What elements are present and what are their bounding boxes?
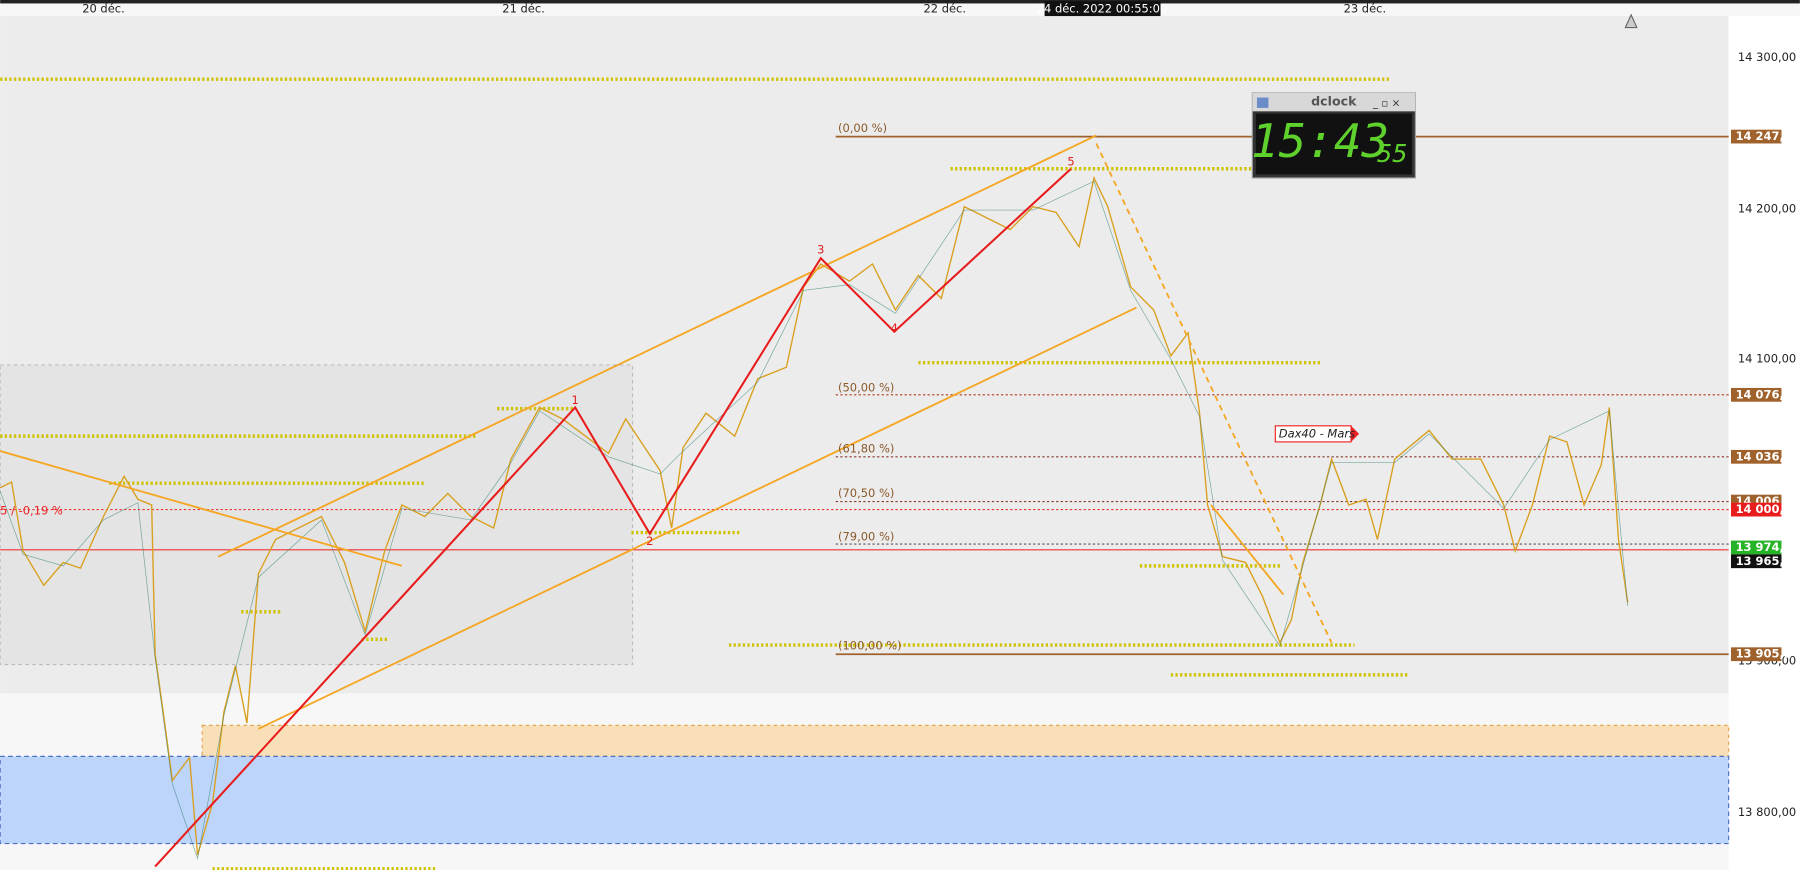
left-note: 5 / -0,19 % (0, 503, 63, 517)
price-tag-bg (1730, 129, 1782, 144)
date-label: 21 déc. (502, 2, 545, 16)
annotation-text: Dax40 - Mars (1279, 426, 1355, 440)
top-bar (0, 0, 1800, 4)
dclock-time: 15:43 (1251, 114, 1389, 168)
fib-label: (100,00 %) (838, 639, 902, 653)
price-tag: 14 000,5 (1736, 502, 1792, 516)
cursor-date-bg (1044, 1, 1161, 17)
cursor-date: 24 déc. 2022 00:55:00 (1037, 2, 1168, 16)
fib-label: (70,50 %) (838, 486, 894, 500)
yellow-levels (0, 77, 1410, 870)
price-tag-bg (1730, 387, 1782, 402)
price-trace-shadow (0, 180, 1629, 860)
price-tag: 14 076,4 (1736, 387, 1792, 401)
date-label: 22 déc. (923, 2, 966, 16)
date-label: 23 déc. (1344, 2, 1387, 16)
fib-label: (79,00 %) (838, 530, 894, 544)
annotation-flag: Dax40 - Mars (1274, 425, 1360, 443)
price-tag: 13 965,0 (1736, 554, 1792, 568)
scroll-marker (1624, 13, 1638, 29)
price-label: 14 100,00 (1738, 352, 1796, 366)
dclock-window: dclock _ ▫ × 15:43 55 (1251, 92, 1416, 179)
price-tag-bg (1730, 502, 1782, 517)
elliott-waves (154, 167, 1072, 868)
labels: 20 déc. 21 déc. 22 déc. 23 déc. 24 déc. 2022… (82, 1, 1796, 819)
price-label: 13 800,00 (1738, 805, 1796, 819)
window-buttons: _ ▫ × (1372, 97, 1400, 109)
wave-label: 2 (646, 534, 653, 548)
dclock-seconds: 55 (1377, 139, 1407, 168)
wave-label: 5 (1067, 154, 1074, 168)
price-tag-bg (1730, 647, 1782, 662)
wave-label: 1 (572, 393, 579, 407)
orange-trendlines (0, 134, 1333, 730)
orange-zone (201, 724, 1730, 757)
wave-label: 3 (817, 243, 824, 257)
range-box (0, 364, 634, 666)
price-label: 14 200,00 (1738, 201, 1796, 215)
fib-label: (61,80 %) (838, 441, 894, 455)
price-label: 14 300,00 (1738, 50, 1796, 64)
price-tag: 14 247,7 (1736, 129, 1792, 143)
price-axis-panel (1728, 16, 1800, 870)
blue-zone (0, 755, 1730, 845)
price-tag: 14 036,0 (1736, 449, 1792, 463)
price-tag-bg (1730, 449, 1782, 464)
fib-label: (50,00 %) (838, 380, 894, 394)
date-label: 20 déc. (82, 2, 125, 16)
price-tag: 13 905,2 (1736, 647, 1792, 661)
price-tag-bg (1730, 554, 1782, 569)
wave-label: 4 (891, 321, 898, 335)
fib-label: (0,00 %) (838, 121, 887, 135)
price-tag: 13 974,0 (1736, 540, 1792, 554)
price-tag-bg (1730, 540, 1782, 555)
dclock-title: dclock (1311, 94, 1357, 109)
